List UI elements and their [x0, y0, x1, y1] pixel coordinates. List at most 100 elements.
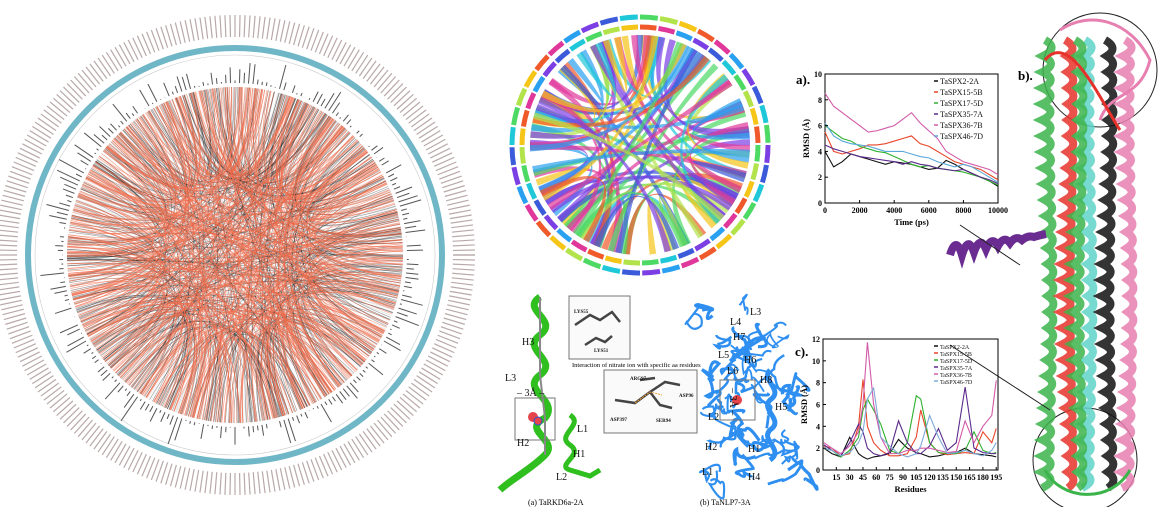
- chord-track-segment: [662, 267, 679, 271]
- chord-track-segment: [622, 272, 640, 273]
- density-bar: [343, 115, 348, 122]
- tick-label-mark: [71, 80, 86, 96]
- density-bar: [170, 416, 173, 425]
- tick-label-mark: [276, 19, 280, 41]
- tick-label-mark: [285, 467, 290, 488]
- chord-track-segment: [535, 77, 543, 91]
- tick-label-mark: [267, 18, 270, 40]
- density-bar: [115, 380, 117, 382]
- density-bar: [340, 117, 341, 118]
- structure-label: H8: [760, 375, 772, 386]
- tick-label-mark: [0, 278, 18, 280]
- density-bar: [68, 337, 84, 346]
- tick-label-mark: [406, 390, 423, 404]
- density-bar: [301, 93, 302, 96]
- tick-label-mark: [102, 437, 114, 455]
- density-bar: [284, 82, 286, 90]
- tick-label-mark: [419, 372, 438, 384]
- chord-track-segment: [682, 259, 698, 266]
- density-bar: [221, 426, 222, 437]
- tick-label-mark: [452, 278, 474, 280]
- density-bar: [402, 295, 411, 297]
- chord-track-segment: [762, 105, 766, 122]
- density-bar: [81, 160, 89, 165]
- tick-label-mark: [128, 450, 138, 470]
- density-bar: [309, 98, 310, 100]
- density-bar: [266, 82, 267, 86]
- tick-label-mark: [50, 394, 67, 408]
- density-bar: [301, 414, 302, 417]
- legend-entry: TaSPX46-7D: [940, 132, 983, 141]
- tick-label-mark: [452, 230, 474, 232]
- density-bar: [59, 160, 84, 173]
- tick-label-mark: [119, 446, 130, 465]
- tick-label-mark: [289, 23, 294, 44]
- tick-label-mark: [340, 446, 351, 465]
- density-bar: [388, 174, 394, 177]
- tick-label-mark: [449, 210, 471, 214]
- distance-label-right: – 3Å –: [727, 387, 739, 416]
- density-bar: [382, 161, 389, 165]
- density-bar: [407, 245, 421, 246]
- tick-label-mark: [391, 408, 407, 423]
- density-bar: [397, 312, 408, 316]
- tick-label-mark: [244, 15, 245, 37]
- chord-track-segment: [582, 24, 598, 31]
- tick-label-mark: [363, 431, 376, 449]
- y-tick-label: 0: [818, 199, 822, 208]
- chord-track-segment: [536, 56, 547, 70]
- tick-label-mark: [53, 98, 70, 112]
- tick-label-mark: [94, 61, 107, 79]
- tick-label-mark: [82, 70, 96, 87]
- chord-track-segment: [723, 62, 734, 74]
- chord-track-segment: [642, 262, 658, 263]
- density-bar: [374, 356, 375, 357]
- chord-track-segment: [717, 236, 730, 248]
- tick-label-mark: [4, 314, 25, 320]
- tick-label-mark: [447, 305, 468, 310]
- tick-label-mark: [324, 454, 333, 474]
- x-tick-label: 90: [899, 473, 907, 482]
- chord-track-segment: [660, 19, 677, 23]
- tick-label-mark: [106, 439, 118, 458]
- tick-label-mark: [205, 471, 208, 493]
- tick-label-mark: [294, 465, 300, 486]
- legend-entry: TaSPX36-7B: [940, 121, 983, 130]
- structure-label: H7: [733, 332, 745, 343]
- density-bar: [336, 113, 338, 116]
- tick-label-mark: [276, 469, 280, 491]
- tick-label-mark: [447, 200, 468, 205]
- protein-coil: [716, 335, 731, 348]
- x-tick-label: 6000: [921, 206, 937, 215]
- structure-label: H6: [744, 355, 756, 366]
- left-protein-caption: (a) TaRKD6a-2A: [528, 498, 584, 507]
- density-bar: [305, 412, 308, 418]
- tick-label-mark: [111, 50, 122, 69]
- density-bar: [350, 126, 351, 127]
- tick-label-mark: [359, 58, 372, 76]
- density-bar: [186, 74, 190, 89]
- density-bar: [60, 282, 65, 283]
- tick-label-mark: [41, 383, 59, 396]
- tick-label-mark: [421, 368, 440, 379]
- chord-track-segment: [522, 147, 523, 163]
- residue-label: ARG97: [630, 377, 647, 382]
- tick-label-mark: [124, 42, 134, 61]
- x-axis-label: Time (ps): [894, 217, 929, 227]
- tick-label-mark: [0, 287, 19, 290]
- tick-label-mark: [133, 38, 142, 58]
- tick-label-mark: [0, 235, 18, 237]
- tick-label-mark: [190, 19, 194, 41]
- chord-track-segment: [680, 23, 697, 30]
- density-bar: [353, 380, 356, 383]
- chord-track-segment: [695, 240, 709, 249]
- chord-track-segment: [766, 125, 768, 143]
- residue-label: SER94: [656, 419, 671, 424]
- chord-track-segment: [762, 165, 766, 182]
- tick-label-mark: [450, 291, 472, 295]
- chord-track-segment: [658, 28, 674, 32]
- density-bar: [168, 417, 177, 444]
- density-bar: [280, 421, 282, 427]
- x-tick-label: 195: [990, 473, 1002, 482]
- density-bar: [390, 329, 391, 330]
